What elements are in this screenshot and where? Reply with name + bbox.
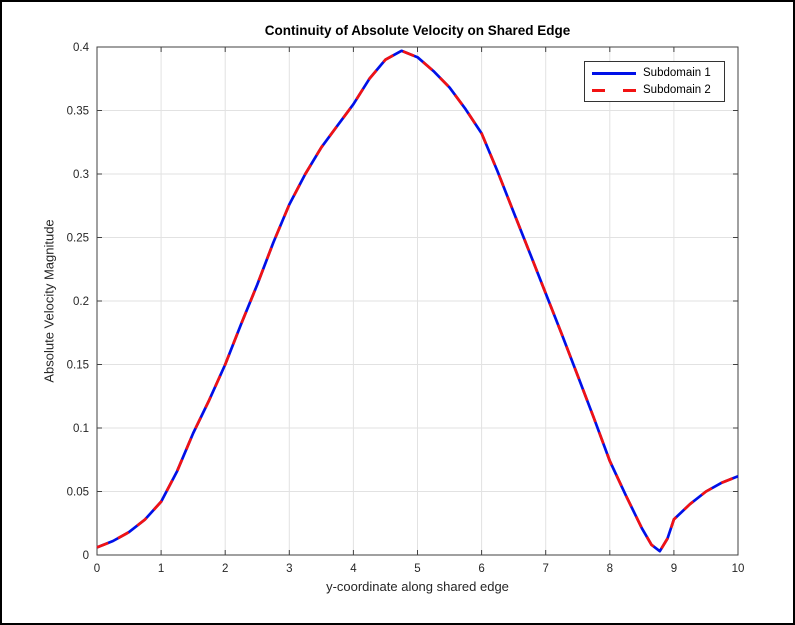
x-axis-label: y-coordinate along shared edge	[326, 579, 509, 594]
x-tick-label: 9	[671, 563, 677, 575]
y-tick-label: 0.25	[67, 233, 89, 245]
x-tick-label: 6	[478, 563, 484, 575]
x-tick-label: 5	[414, 563, 420, 575]
legend-line-solid-icon	[592, 71, 636, 75]
x-tick-label: 0	[94, 563, 100, 575]
y-tick-label: 0.4	[73, 42, 90, 54]
x-tick-label: 4	[350, 563, 357, 575]
legend-item-subdomain-2: Subdomain 2	[585, 84, 724, 96]
y-tick-label: 0	[83, 550, 89, 562]
x-tick-label: 3	[286, 563, 292, 575]
x-tick-label: 1	[158, 563, 164, 575]
x-tick-label: 7	[542, 563, 548, 575]
legend-label-subdomain-1: Subdomain 1	[643, 67, 711, 79]
legend-dash-segment	[592, 88, 605, 92]
legend-item-subdomain-1: Subdomain 1	[585, 67, 724, 79]
x-tick-label: 2	[222, 563, 228, 575]
x-tick-label: 8	[607, 563, 613, 575]
y-tick-label: 0.2	[73, 296, 89, 308]
y-tick-label: 0.1	[73, 423, 89, 435]
y-tick-label: 0.35	[67, 106, 89, 118]
legend-line-dashed-icon	[592, 88, 636, 92]
legend-label-subdomain-2: Subdomain 2	[643, 84, 711, 96]
y-tick-label: 0.05	[67, 487, 89, 499]
chart-title: Continuity of Absolute Velocity on Share…	[264, 23, 571, 38]
y-axis-label: Absolute Velocity Magnitude	[41, 219, 57, 383]
legend-dash-segment	[623, 88, 636, 92]
legend: Subdomain 1 Subdomain 2	[584, 61, 725, 102]
x-tick-label: 10	[732, 563, 745, 575]
y-tick-label: 0.15	[67, 360, 89, 372]
y-tick-label: 0.3	[73, 169, 89, 181]
curve-subdomain-2	[96, 49, 739, 553]
